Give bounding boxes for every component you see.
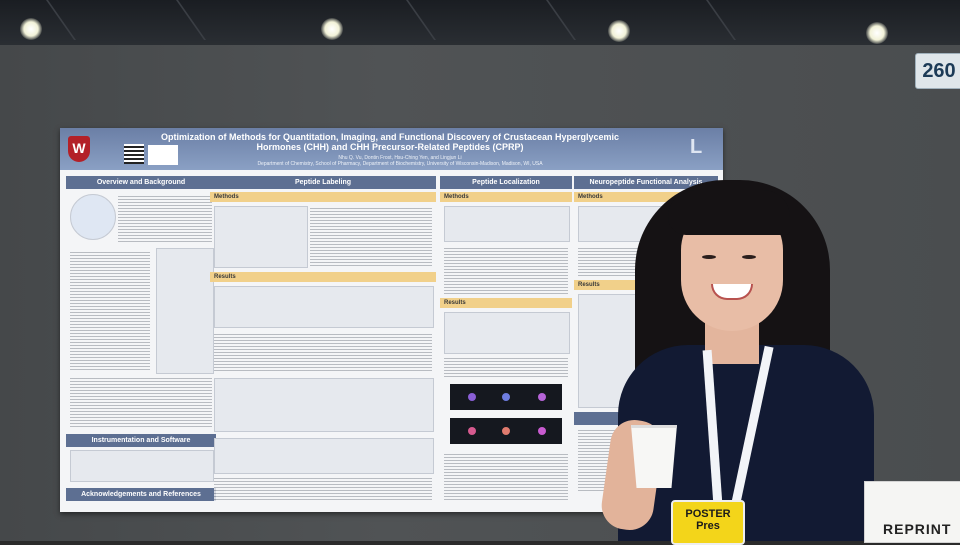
reprint-label: REPRINT (883, 521, 952, 537)
labeling-spectra-figure (214, 378, 434, 432)
overview-diagram (156, 248, 214, 374)
booth-number-sign: 260 (915, 53, 960, 89)
ceiling-light (20, 18, 42, 40)
msi-image-strip (450, 418, 562, 444)
subsection-methods: Methods (440, 192, 572, 202)
overview-text (118, 194, 212, 244)
overview-figure (70, 194, 116, 240)
subsection-results: Results (210, 272, 436, 282)
labeling-workflow-figure (214, 206, 308, 268)
poster-authors: Nhu Q. Vu, Dontin Frost, Hsu-Ching Yen, … (210, 155, 590, 167)
section-peptide-localization: Peptide Localization (440, 176, 572, 189)
subsection-methods: Methods (574, 192, 718, 202)
section-instrumentation: Instrumentation and Software (66, 434, 216, 447)
localization-methods-text (444, 246, 568, 294)
msi-signal (538, 393, 546, 401)
msi-signal (502, 427, 510, 435)
ceiling-light (866, 22, 888, 44)
poster-column-overview: Overview and Background Instrumentation … (66, 176, 216, 506)
ceiling-truss (175, 0, 207, 40)
ceiling-light (321, 18, 343, 40)
presenter-eye (742, 255, 756, 259)
localization-workflow (444, 206, 570, 242)
subsection-methods: Methods (210, 192, 436, 202)
university-logo: W (68, 136, 90, 162)
author-list: Nhu Q. Vu, Dontin Frost, Hsu-Ching Yen, … (338, 155, 462, 161)
localization-plot (444, 312, 570, 354)
paper-cup (631, 425, 677, 488)
overview-body-text (70, 376, 212, 428)
ceiling (0, 0, 960, 45)
msi-image-strip (450, 384, 562, 410)
overview-body-text (70, 250, 150, 370)
section-neuropeptide-analysis: Neuropeptide Functional Analysis (574, 176, 718, 189)
section-acknowledgements: Acknowledgements and References (66, 488, 216, 501)
section-overview: Overview and Background (66, 176, 216, 189)
labeling-methods-text (310, 206, 432, 268)
affiliation: Department of Chemistry, School of Pharm… (257, 161, 543, 167)
poster-presenter-badge: POSTER Pres (671, 500, 745, 545)
ceiling-truss (545, 0, 577, 40)
presenter-eye (702, 255, 716, 259)
subsection-results: Results (440, 298, 572, 308)
ceiling-truss (705, 0, 737, 40)
labeling-caption (214, 476, 432, 502)
reprint-box (864, 481, 960, 543)
localization-text (444, 356, 568, 378)
instrument-images (70, 450, 214, 482)
section-peptide-labeling: Peptide Labeling (210, 176, 436, 189)
labeling-results-figure (214, 286, 434, 328)
poster-column-localization: Peptide Localization Methods Results (440, 176, 572, 506)
presenter-bangs (668, 190, 790, 235)
qr-label (148, 145, 178, 165)
poster-header: W Optimization of Methods for Quantitati… (60, 128, 723, 170)
labeling-chromatogram (214, 438, 434, 474)
ceiling-truss (45, 0, 77, 40)
ceiling-truss (405, 0, 437, 40)
poster-column-labeling: Peptide Labeling Methods Results (210, 176, 436, 506)
msi-signal (468, 427, 476, 435)
msi-signal (468, 393, 476, 401)
lab-logo-icon: L (690, 136, 703, 158)
msi-signal (502, 393, 510, 401)
localization-caption (444, 452, 568, 502)
qr-code-icon (124, 144, 144, 164)
msi-signal (538, 427, 546, 435)
ceiling-light (608, 20, 630, 42)
poster-title: Optimization of Methods for Quantitation… (160, 132, 620, 152)
labeling-results-text (214, 332, 432, 372)
